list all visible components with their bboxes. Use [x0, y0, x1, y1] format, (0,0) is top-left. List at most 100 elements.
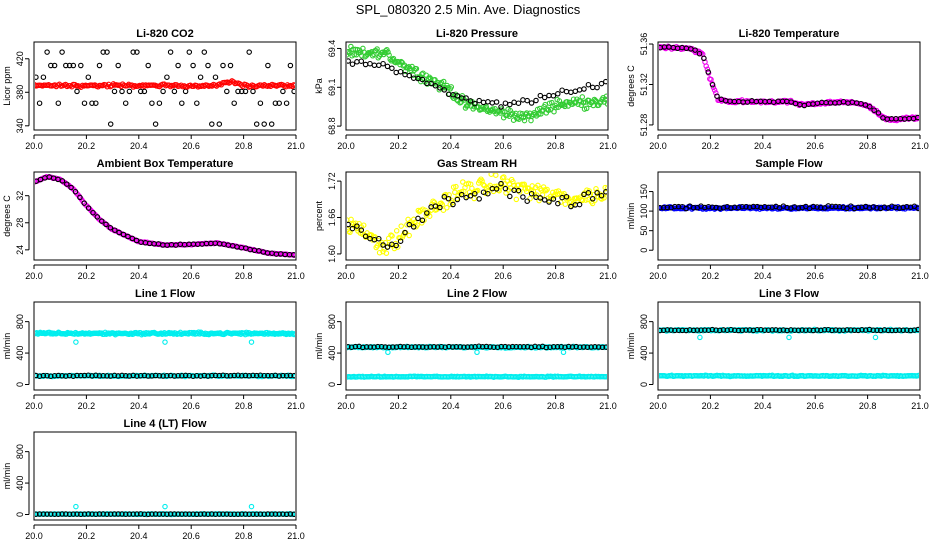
data-point — [502, 100, 509, 106]
data-point — [488, 173, 494, 177]
data-point — [137, 88, 144, 95]
data-point — [836, 327, 843, 334]
data-point — [483, 343, 490, 350]
data-point — [555, 91, 561, 97]
data-point — [430, 198, 436, 204]
data-point — [457, 344, 463, 350]
data-point — [389, 233, 395, 239]
data-point — [81, 100, 88, 106]
data-point — [362, 233, 369, 240]
data-point — [287, 372, 294, 379]
data-point — [581, 86, 587, 92]
x-tick-label: 20.8 — [235, 141, 253, 151]
data-point — [480, 99, 487, 106]
data-point — [915, 326, 919, 333]
data-point — [474, 187, 481, 194]
data-point — [55, 372, 62, 379]
data-point — [521, 117, 528, 124]
data-point — [476, 97, 482, 104]
data-point — [533, 97, 539, 104]
data-point — [63, 373, 69, 379]
data-point — [513, 343, 520, 350]
data-point — [94, 214, 101, 220]
x-tick-label: 20.8 — [547, 401, 565, 411]
data-point — [66, 62, 73, 69]
data-point — [660, 205, 667, 211]
data-point — [212, 74, 219, 80]
data-point — [122, 100, 129, 106]
data-point — [472, 100, 478, 107]
data-point — [446, 192, 452, 198]
data-point — [224, 373, 230, 379]
data-point — [892, 327, 899, 334]
data-point — [701, 55, 707, 62]
data-point — [867, 104, 873, 110]
y-axis-label: ml/min — [2, 333, 12, 360]
data-point — [119, 88, 125, 95]
data-point — [746, 204, 753, 210]
data-point — [134, 49, 140, 55]
data-point — [579, 94, 586, 100]
plot-frame — [33, 431, 297, 521]
data-point — [754, 326, 760, 333]
data-point — [66, 511, 73, 517]
y-axis-label: percent — [314, 200, 324, 231]
data-point — [111, 511, 118, 517]
data-point — [874, 327, 880, 334]
data-point — [585, 190, 592, 196]
data-point — [111, 88, 118, 95]
data-point — [520, 97, 526, 103]
data-point — [70, 511, 77, 517]
data-point — [390, 55, 397, 62]
data-point — [115, 511, 121, 517]
data-point — [141, 511, 148, 517]
y-tick-label: 400 — [327, 346, 337, 361]
data-point — [397, 343, 404, 350]
data-point — [171, 511, 178, 517]
x-tick-label: 20.8 — [235, 531, 253, 540]
data-point — [405, 343, 411, 350]
y-tick-label: 69.1 — [327, 79, 337, 97]
data-point — [385, 349, 391, 356]
data-point — [137, 511, 144, 517]
series-black-points — [659, 326, 919, 334]
data-point — [705, 69, 711, 75]
data-point — [515, 115, 521, 121]
data-point — [261, 511, 267, 517]
data-point — [464, 193, 471, 200]
data-point — [474, 349, 480, 356]
data-point — [806, 327, 813, 333]
data-point — [291, 88, 295, 95]
series-cyan-lower-trace — [659, 372, 919, 380]
data-point — [156, 373, 163, 379]
y-axis: 1.60 1.66 1.72 — [327, 172, 342, 263]
data-point — [553, 104, 559, 111]
data-point — [541, 94, 548, 101]
data-point — [231, 100, 237, 106]
x-tick-label: 20.0 — [25, 271, 43, 281]
data-point — [220, 511, 226, 517]
data-point — [795, 327, 802, 334]
x-tick-label: 20.0 — [337, 141, 355, 151]
data-point — [291, 511, 295, 518]
data-point — [419, 76, 426, 83]
data-point — [795, 205, 802, 211]
data-point — [51, 511, 58, 517]
data-point — [201, 511, 208, 517]
plot-frame — [345, 301, 609, 391]
data-points — [35, 503, 295, 518]
data-point — [288, 373, 295, 380]
data-point — [35, 74, 39, 80]
data-point — [51, 62, 58, 69]
data-point — [537, 195, 544, 201]
data-point — [406, 221, 413, 228]
data-point — [78, 62, 84, 69]
data-point — [390, 344, 396, 350]
x-tick-label: 21.0 — [911, 401, 929, 411]
data-point — [276, 373, 282, 379]
data-point — [59, 373, 65, 379]
data-point — [73, 503, 79, 510]
data-point — [74, 511, 80, 517]
panel-line1: Line 1 Flow 20.0 20.2 20.4 20.6 20.8 21.0 0 400 8… — [2, 288, 305, 411]
data-point — [292, 511, 295, 518]
